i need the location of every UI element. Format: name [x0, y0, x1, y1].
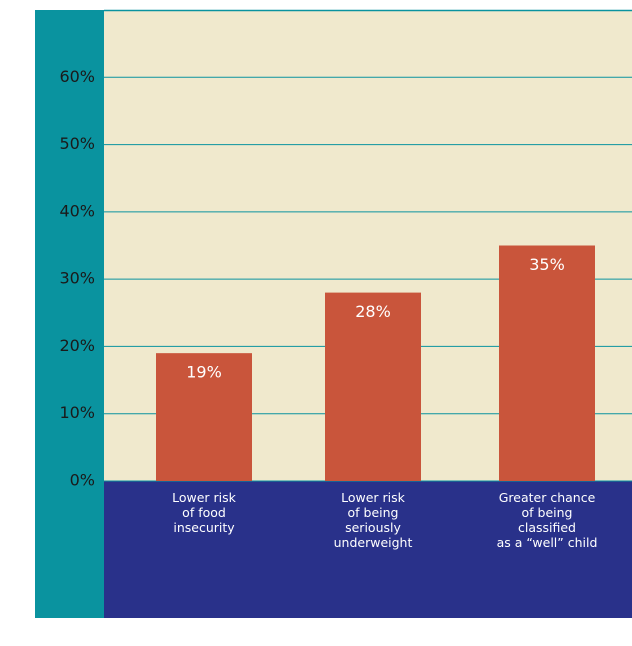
x-tick-label-line: Lower risk: [341, 490, 405, 505]
value-label: 35%: [529, 255, 565, 274]
x-tick-label-line: of food: [182, 505, 226, 520]
x-tick-label-line: Lower risk: [172, 490, 236, 505]
x-tick-label-line: as a “well” child: [496, 535, 598, 550]
x-tick-label-line: of being: [347, 505, 399, 520]
value-label: 19%: [186, 363, 222, 382]
bar: [156, 353, 252, 481]
bar: [499, 245, 595, 481]
x-tick-label: Greater chance of being classified as a “we…: [482, 490, 612, 550]
axis-panel: [35, 10, 104, 618]
y-tick-label: 50%: [59, 134, 95, 153]
x-tick-label-line: Greater chance: [498, 490, 596, 505]
category-panel: [104, 481, 632, 618]
x-tick-label-line: insecurity: [173, 520, 235, 535]
x-tick-label-line: underweight: [333, 535, 413, 550]
y-tick-label: 0%: [70, 471, 95, 490]
value-label: 28%: [355, 302, 391, 321]
x-tick-label-line: seriously: [345, 520, 401, 535]
y-tick-label: 60%: [59, 67, 95, 86]
bar: [325, 292, 421, 481]
x-tick-label: Lower risk of being seriously underweight: [308, 490, 438, 550]
x-tick-label: Lower risk of food insecurity: [139, 490, 269, 535]
y-tick-label: 30%: [59, 269, 95, 288]
y-tick-label: 10%: [59, 403, 95, 422]
x-tick-label-line: classified: [517, 520, 576, 535]
y-tick-label: 40%: [59, 201, 95, 220]
y-tick-label: 20%: [59, 336, 95, 355]
x-tick-label-line: of being: [521, 505, 573, 520]
